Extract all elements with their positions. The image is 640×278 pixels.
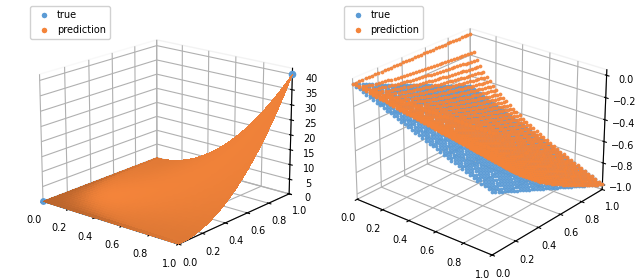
Legend: true, prediction: true, prediction [31,6,109,39]
Legend: true, prediction: true, prediction [344,6,423,39]
